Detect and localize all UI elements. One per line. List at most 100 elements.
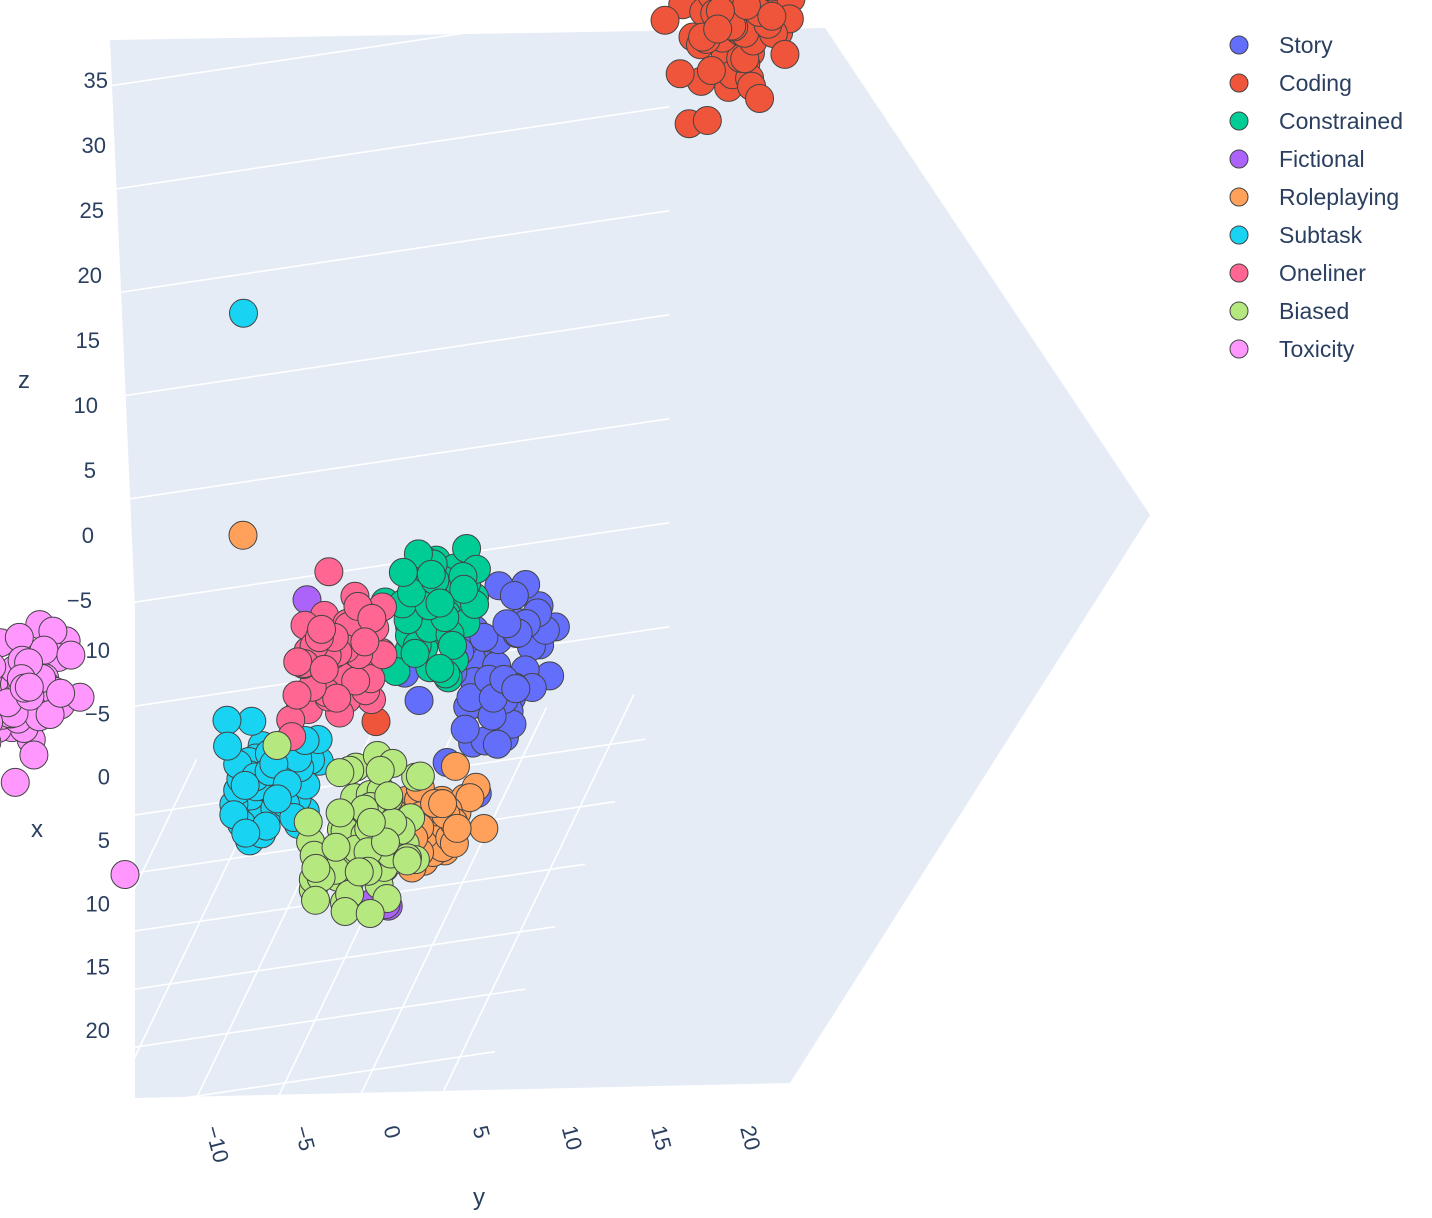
z-tick-label: −5: [67, 588, 92, 613]
data-point[interactable]: [758, 0, 786, 2]
data-point[interactable]: [350, 627, 380, 657]
legend-marker: [1229, 225, 1249, 245]
legend-label: Biased: [1279, 298, 1349, 324]
data-point[interactable]: [440, 751, 470, 781]
data-point[interactable]: [0, 708, 4, 736]
data-point[interactable]: [229, 298, 258, 328]
floor-grid-x: [14, 738, 646, 834]
data-point[interactable]: [322, 683, 352, 713]
data-point[interactable]: [231, 818, 261, 848]
x-tick-label: 5: [98, 828, 110, 853]
data-point[interactable]: [282, 680, 312, 710]
data-point[interactable]: [309, 654, 339, 684]
data-point[interactable]: [314, 557, 344, 587]
data-point[interactable]: [237, 706, 267, 736]
data-point[interactable]: [501, 674, 531, 704]
data-point[interactable]: [213, 731, 243, 761]
data-point[interactable]: [405, 761, 435, 791]
data-points[interactable]: [0, 0, 842, 928]
data-point[interactable]: [321, 832, 351, 862]
data-point[interactable]: [110, 860, 140, 889]
data-point[interactable]: [692, 106, 722, 136]
data-point[interactable]: [455, 783, 485, 813]
legend-item[interactable]: Biased: [1229, 298, 1349, 324]
data-point[interactable]: [0, 728, 2, 756]
legend-marker: [1229, 149, 1249, 169]
legend[interactable]: Story Coding Constrained Fictional Roleplayi…: [1229, 32, 1403, 362]
data-point[interactable]: [492, 609, 522, 639]
data-point[interactable]: [425, 653, 455, 683]
data-point[interactable]: [262, 731, 292, 760]
data-point[interactable]: [665, 59, 695, 89]
data-point[interactable]: [355, 898, 385, 928]
legend-item[interactable]: Toxicity: [1229, 336, 1355, 362]
data-point[interactable]: [425, 588, 455, 618]
floor-grid-x: [0, 1113, 466, 1185]
data-point[interactable]: [46, 678, 76, 708]
data-point[interactable]: [0, 653, 7, 681]
data-point[interactable]: [469, 814, 499, 844]
y-axis-title: y: [473, 1184, 485, 1211]
data-point[interactable]: [293, 807, 323, 837]
data-point[interactable]: [19, 740, 49, 770]
z-tick-label: 15: [76, 328, 100, 353]
data-point[interactable]: [374, 781, 404, 811]
data-point[interactable]: [370, 827, 400, 857]
data-point[interactable]: [301, 853, 331, 883]
legend-item[interactable]: Story: [1229, 32, 1333, 58]
data-point[interactable]: [428, 789, 458, 819]
data-point[interactable]: [228, 520, 258, 550]
data-point[interactable]: [325, 798, 355, 828]
data-point[interactable]: [283, 647, 313, 677]
legend-label: Coding: [1279, 70, 1352, 96]
data-point[interactable]: [56, 640, 86, 670]
data-point[interactable]: [450, 714, 480, 744]
data-point[interactable]: [770, 39, 800, 69]
data-point[interactable]: [499, 580, 529, 610]
legend-item[interactable]: Fictional: [1229, 146, 1365, 172]
data-point[interactable]: [230, 770, 260, 800]
data-point[interactable]: [365, 755, 395, 785]
data-point[interactable]: [438, 630, 468, 660]
series-biased[interactable]: [262, 731, 435, 928]
data-point[interactable]: [392, 846, 422, 876]
data-point[interactable]: [745, 83, 775, 113]
data-point[interactable]: [212, 705, 242, 735]
legend-item[interactable]: Subtask: [1229, 222, 1363, 248]
legend-item[interactable]: Roleplaying: [1229, 184, 1399, 210]
data-point[interactable]: [703, 14, 733, 44]
data-point[interactable]: [344, 857, 374, 887]
x-tick-label: 20: [86, 1018, 110, 1043]
legend-item[interactable]: Coding: [1229, 70, 1352, 96]
legend-item[interactable]: Constrained: [1229, 108, 1403, 134]
data-point[interactable]: [0, 767, 30, 797]
data-point[interactable]: [442, 813, 472, 843]
data-point[interactable]: [757, 1, 787, 31]
data-point[interactable]: [307, 614, 337, 644]
data-point[interactable]: [356, 807, 386, 837]
series-toxicity[interactable]: [0, 610, 140, 889]
floor-grid-x: [0, 863, 586, 952]
data-point[interactable]: [388, 557, 418, 587]
series-coding[interactable]: [361, 0, 842, 737]
legend-item[interactable]: Oneliner: [1229, 260, 1366, 286]
data-point[interactable]: [325, 758, 355, 788]
data-point[interactable]: [650, 5, 680, 35]
z-tick-label: 25: [80, 198, 104, 223]
data-point[interactable]: [482, 729, 512, 759]
data-point[interactable]: [14, 672, 44, 702]
legend-marker: [1229, 263, 1249, 283]
series-oneliner[interactable]: [276, 557, 398, 752]
data-point[interactable]: [404, 686, 434, 716]
legend-label: Toxicity: [1279, 336, 1355, 362]
data-point[interactable]: [301, 885, 331, 915]
data-point[interactable]: [696, 56, 726, 86]
data-point[interactable]: [330, 896, 360, 926]
data-point[interactable]: [400, 638, 430, 668]
data-point[interactable]: [262, 784, 292, 814]
data-point[interactable]: [416, 559, 446, 589]
data-point[interactable]: [449, 574, 479, 604]
wall-grid-z: [38, 210, 670, 306]
